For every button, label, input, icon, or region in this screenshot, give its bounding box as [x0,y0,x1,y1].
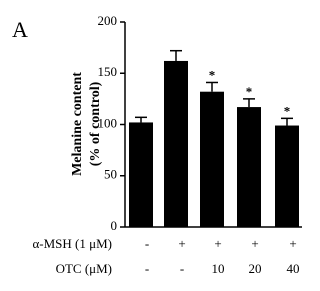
row-value: 10 [212,261,225,276]
bar [200,91,224,227]
y-tick-label: 0 [111,218,118,233]
row-value: + [289,236,296,251]
row-label: OTC (μM) [56,261,112,276]
chart: A Melanine content (% of control) 0 50 100… [12,13,302,276]
y-tick-label: 200 [98,13,118,28]
y-axis-label: Melanine content [70,72,85,176]
row-value: - [180,261,184,276]
bar [129,122,153,227]
significance-mark: * [209,67,216,82]
significance-mark: * [284,103,291,118]
row-value: + [178,236,185,251]
panel-label: A [12,17,28,42]
bar [237,107,261,227]
row-value: + [251,236,258,251]
row-value: - [145,236,149,251]
y-tick-label: 100 [98,115,118,130]
row-value: 40 [287,261,300,276]
bar [164,60,188,228]
y-axis-label: (% of control) [88,81,103,166]
row-value: - [145,261,149,276]
significance-mark: * [246,84,253,99]
row-value: 20 [249,261,262,276]
y-tick-label: 50 [104,167,117,182]
row-value: + [214,236,221,251]
row-label: α-MSH (1 μM) [32,236,112,251]
y-tick-label: 150 [98,64,118,79]
bar [275,125,299,227]
